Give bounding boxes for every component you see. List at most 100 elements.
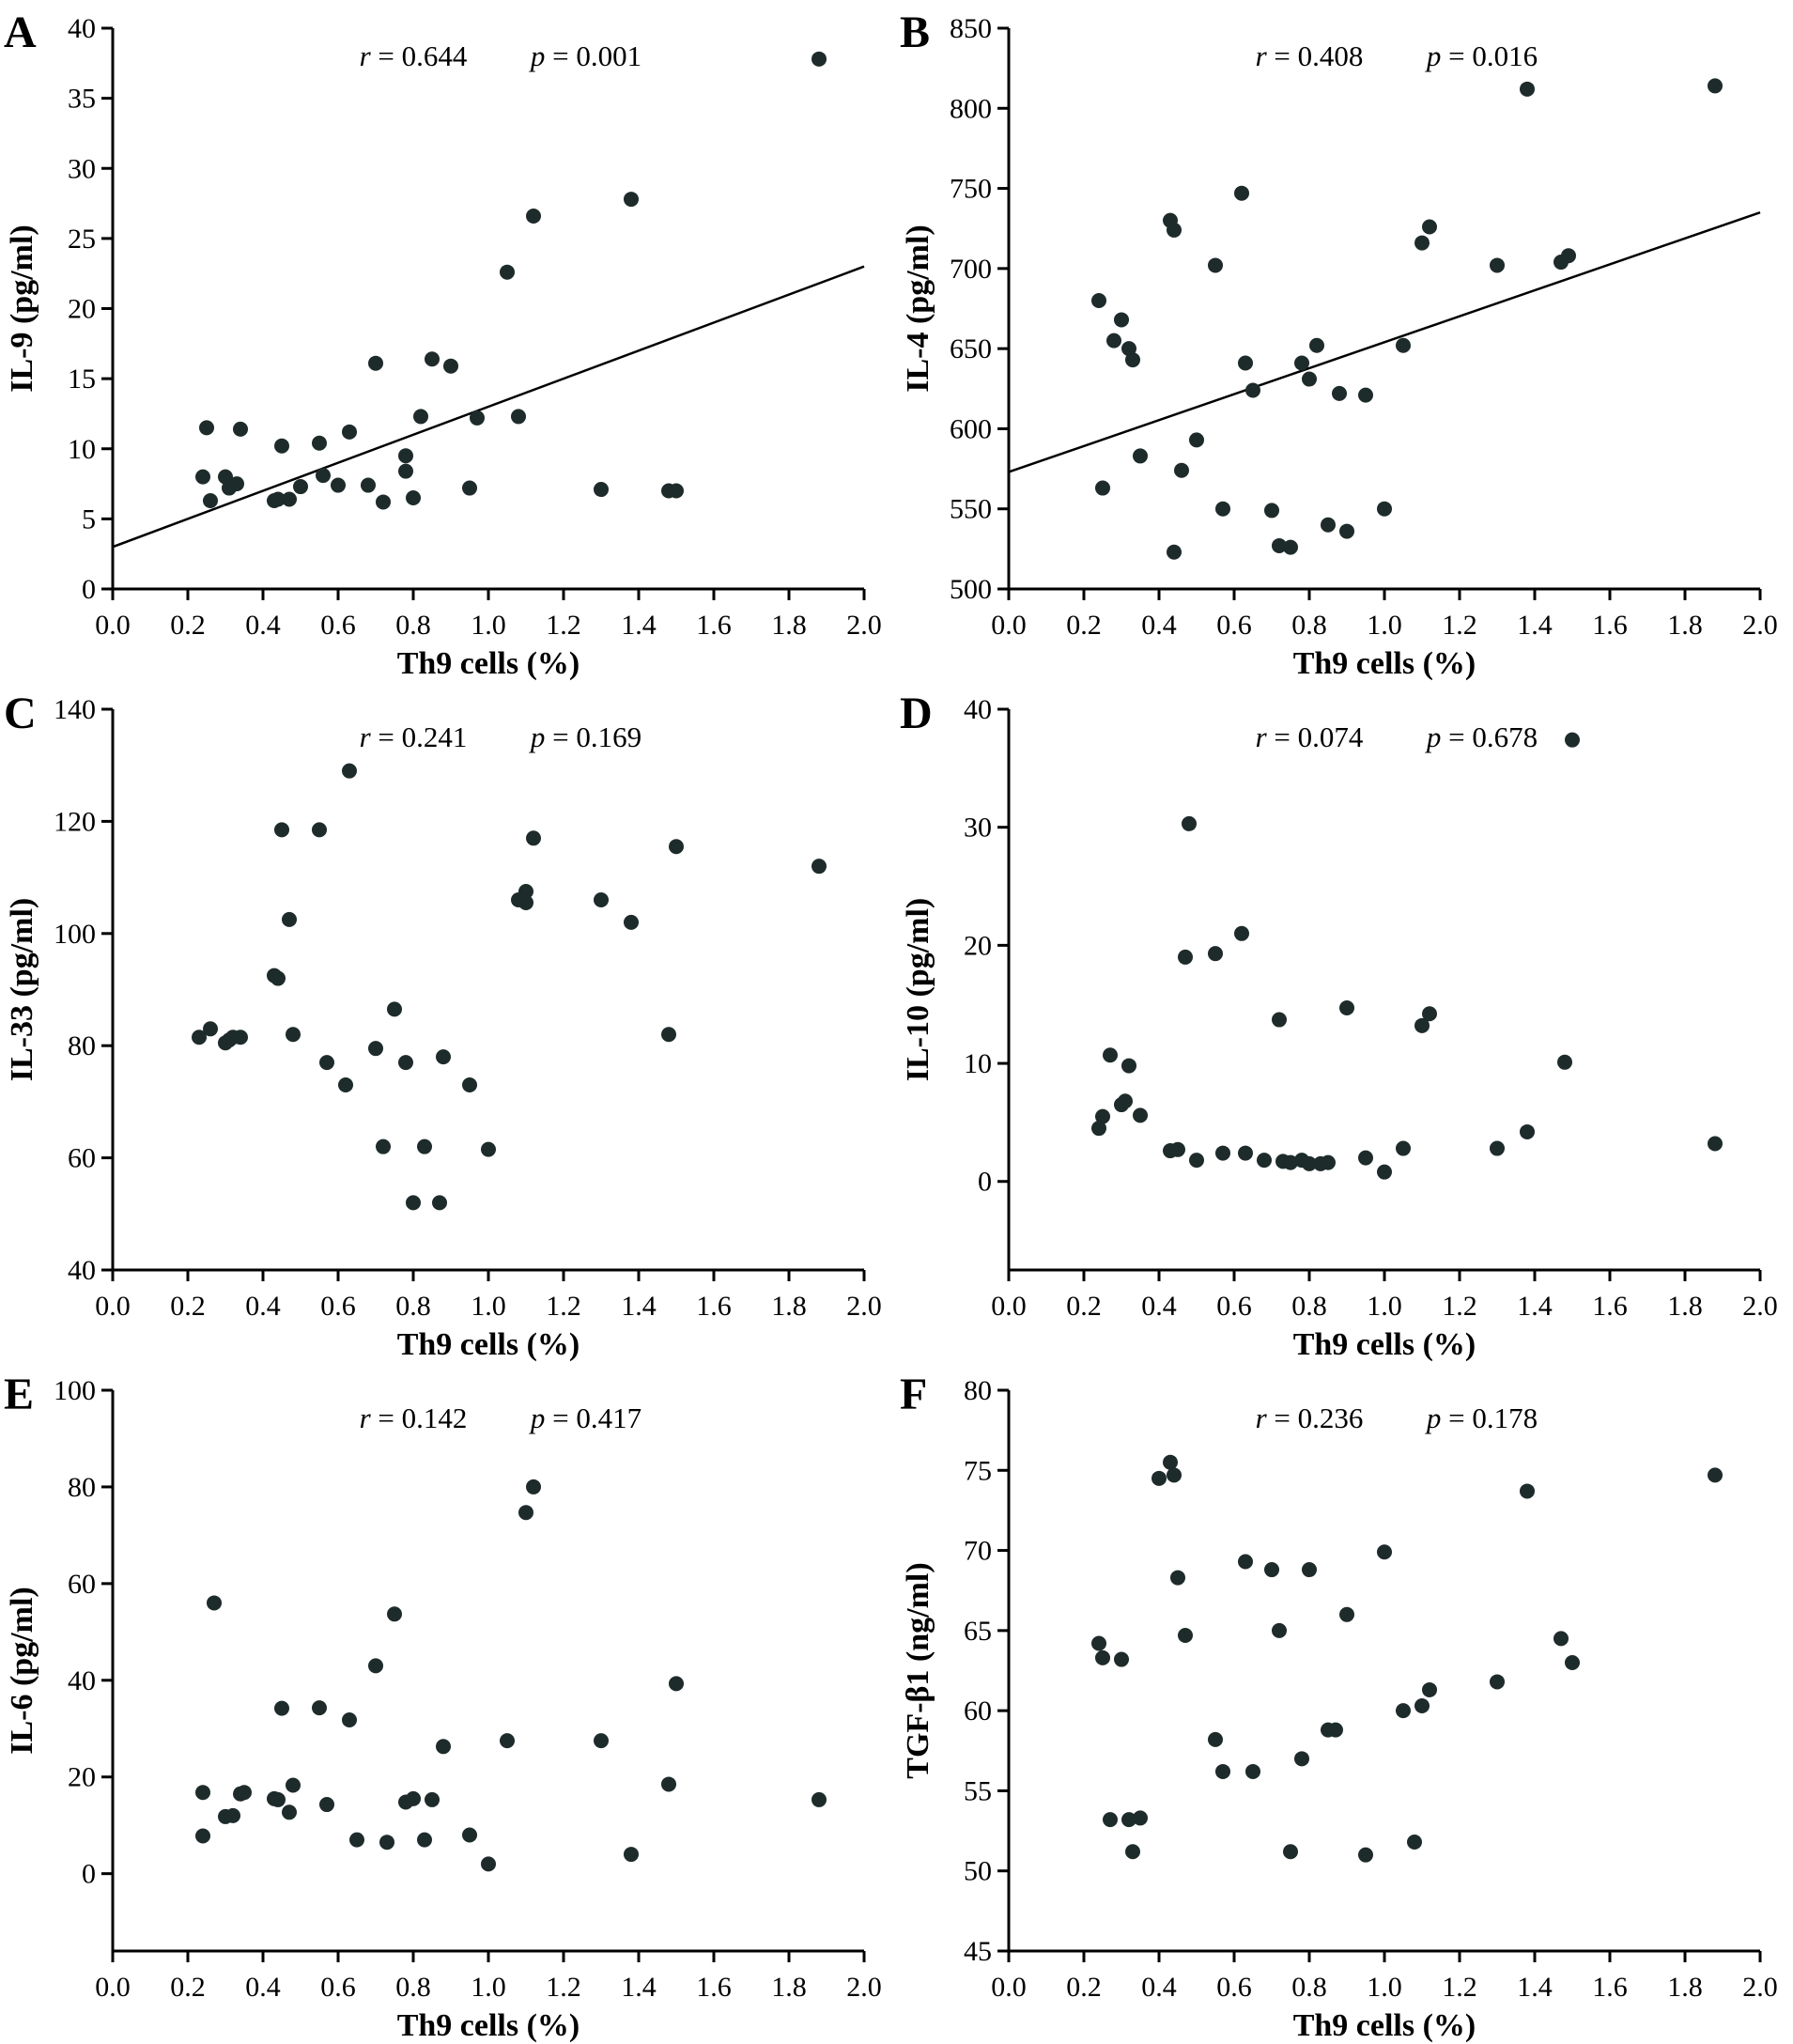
data-point: [1133, 1107, 1148, 1123]
y-tick-label: 750: [950, 174, 992, 205]
data-point: [1118, 1093, 1133, 1109]
data-point: [1114, 1651, 1129, 1667]
data-point: [195, 469, 210, 485]
data-point: [1245, 382, 1260, 398]
r-annotation: r = 0.408: [1256, 39, 1364, 72]
data-point: [1264, 503, 1279, 519]
data-point: [1377, 501, 1392, 517]
data-point: [624, 192, 639, 208]
data-point: [1133, 448, 1148, 464]
data-point: [1091, 1121, 1106, 1137]
x-tick-label: 0.4: [245, 1972, 281, 2003]
data-point: [342, 1711, 357, 1727]
data-point: [500, 1733, 515, 1749]
data-point: [319, 1055, 334, 1071]
y-tick-label: 30: [964, 813, 992, 844]
data-point: [1490, 1674, 1505, 1690]
data-point: [1358, 1847, 1373, 1863]
x-tick-label: 1.4: [1517, 1291, 1553, 1322]
data-point: [1167, 544, 1182, 560]
data-point: [274, 438, 289, 454]
y-tick-label: 60: [68, 1143, 96, 1174]
data-point: [1208, 257, 1223, 273]
y-tick-label: 40: [68, 1255, 96, 1286]
data-point: [1339, 999, 1354, 1015]
data-point: [1121, 1812, 1136, 1828]
x-tick-label: 1.8: [1667, 610, 1703, 641]
data-point: [361, 477, 376, 493]
data-point: [199, 420, 214, 436]
data-point: [1095, 480, 1110, 496]
panel-e: E 0.0 0.2 0.4 0.6 0.8 1.0 1.2 1.4 1.6 1.8 2.0 0 20 40 6…: [0, 1362, 896, 2043]
y-tick-label: 120: [54, 806, 96, 837]
data-point: [1321, 517, 1336, 533]
x-tick-label: 0.8: [395, 1972, 431, 2003]
data-point: [192, 1030, 207, 1045]
data-point: [432, 1195, 447, 1211]
data-point: [1272, 1012, 1287, 1028]
panel-letter: F: [900, 1370, 927, 1419]
x-tick-label: 2.0: [1742, 1291, 1778, 1322]
x-tick-label: 0.4: [1141, 1972, 1177, 2003]
data-point: [413, 409, 428, 425]
y-tick-label: 650: [950, 333, 992, 364]
data-point: [669, 839, 684, 855]
data-point: [1321, 1154, 1336, 1170]
y-tick-label: 700: [950, 254, 992, 285]
data-point: [274, 1700, 289, 1716]
data-point: [282, 911, 297, 927]
data-point: [481, 1141, 496, 1157]
data-point: [1332, 385, 1347, 401]
y-axis-label: IL-33 (pg/ml): [5, 898, 39, 1082]
x-tick-label: 1.2: [546, 610, 581, 641]
x-tick-label: 1.6: [1592, 1972, 1628, 2003]
data-point: [1396, 1703, 1411, 1719]
x-tick-label: 0.4: [245, 1291, 281, 1322]
x-tick-label: 0.2: [170, 1972, 206, 2003]
data-point: [1565, 1654, 1580, 1670]
data-point: [270, 970, 286, 986]
y-tick-label: 20: [68, 1762, 96, 1793]
data-point: [526, 830, 541, 846]
data-point: [1358, 1150, 1373, 1166]
data-point: [406, 1790, 421, 1806]
x-tick-label: 0.0: [95, 1291, 131, 1322]
data-point: [624, 914, 639, 930]
data-point: [1302, 1562, 1317, 1578]
data-point: [398, 1055, 413, 1071]
y-axis-label: IL-9 (pg/ml): [5, 225, 39, 393]
data-point: [1708, 1136, 1723, 1152]
y-tick-label: 550: [950, 494, 992, 525]
y-tick-label: 100: [54, 1375, 96, 1406]
panel-letter: C: [4, 689, 37, 738]
p-annotation: p = 0.178: [1425, 1401, 1538, 1434]
x-tick-label: 0.0: [991, 610, 1027, 641]
data-point: [518, 1505, 533, 1521]
y-tick-label: 850: [950, 13, 992, 44]
x-tick-label: 0.4: [1141, 1291, 1177, 1322]
data-point: [1339, 523, 1354, 539]
y-tick-label: 80: [964, 1375, 992, 1406]
data-point: [669, 1676, 684, 1692]
y-tick-label: 25: [68, 224, 96, 255]
x-tick-label: 1.0: [1367, 1291, 1402, 1322]
x-tick-label: 0.6: [320, 610, 356, 641]
data-point: [594, 482, 609, 498]
data-point: [319, 1797, 334, 1813]
data-point: [1091, 1635, 1106, 1651]
data-point: [526, 208, 541, 224]
x-tick-label: 0.8: [1291, 1291, 1327, 1322]
data-point: [1520, 1123, 1535, 1139]
y-axis-label: TGF-β1 (ng/ml): [901, 1562, 935, 1778]
data-point: [436, 1049, 451, 1065]
scatter-plot-il33: C 0.0 0.2 0.4 0.6 0.8 1.0 1.2 1.4 1.6 1.8 2.0 40 60 80…: [4, 689, 882, 1362]
data-point: [406, 1195, 421, 1211]
data-point: [1106, 333, 1121, 348]
data-point: [1283, 1844, 1298, 1860]
x-tick-label: 2.0: [1742, 610, 1778, 641]
data-point: [1490, 1140, 1505, 1156]
data-point: [1125, 352, 1140, 368]
x-axis-label: Th9 cells (%): [1293, 2008, 1476, 2043]
data-point: [1189, 1153, 1204, 1169]
x-tick-label: 1.4: [621, 610, 657, 641]
